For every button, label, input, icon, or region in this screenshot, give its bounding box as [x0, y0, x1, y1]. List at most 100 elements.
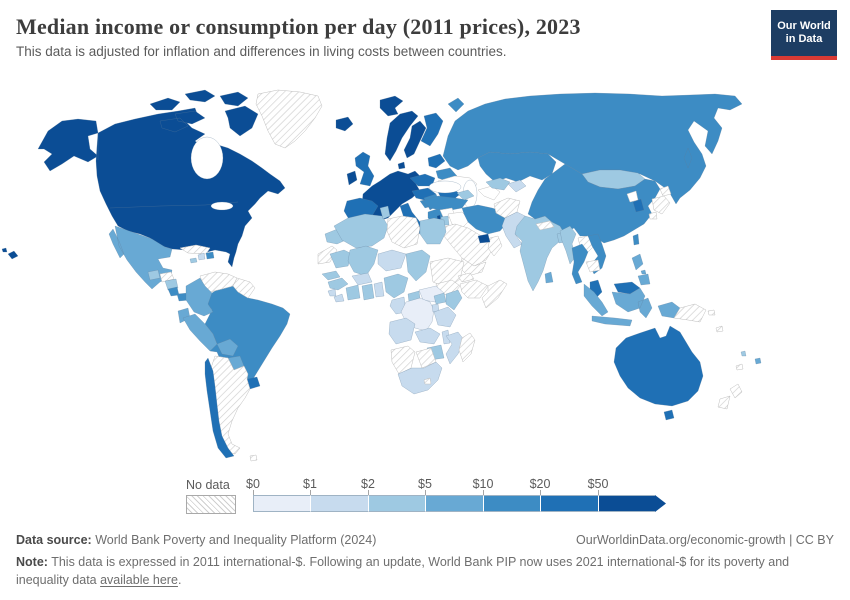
country-angola[interactable] — [388, 317, 416, 345]
country-sierra-leone-liberia[interactable] — [327, 288, 345, 303]
country-guinea[interactable] — [327, 277, 349, 291]
country-oman[interactable] — [487, 235, 503, 257]
country-greenland[interactable] — [255, 89, 323, 149]
country-new-zealand[interactable] — [717, 383, 743, 410]
country-guatemala[interactable] — [147, 269, 161, 281]
country-mozambique[interactable] — [445, 331, 465, 365]
country-zambia[interactable] — [414, 327, 441, 345]
tasmania[interactable] — [663, 409, 675, 421]
country-haiti[interactable] — [197, 252, 206, 261]
world-choropleth-map[interactable] — [0, 86, 850, 475]
country-united-kingdom[interactable] — [354, 151, 375, 187]
country-denmark[interactable] — [397, 161, 406, 170]
legend-bin-5[interactable] — [540, 495, 598, 512]
legend-bin-0[interactable] — [253, 495, 311, 512]
country-nicaragua[interactable] — [164, 278, 179, 291]
country-somalia[interactable] — [481, 279, 508, 309]
hawaii[interactable] — [1, 247, 19, 260]
country-uae[interactable] — [477, 233, 491, 244]
sakhalin[interactable] — [683, 147, 693, 169]
country-south-korea[interactable] — [632, 198, 645, 213]
country-cote-divoire[interactable] — [345, 284, 361, 301]
fiji[interactable] — [754, 357, 762, 365]
country-turkey[interactable] — [421, 195, 469, 212]
country-niger[interactable] — [377, 249, 407, 272]
country-indonesia[interactable] — [583, 283, 681, 327]
country-alaska[interactable] — [37, 118, 99, 172]
svalbard[interactable] — [379, 95, 404, 117]
legend-bin-1[interactable] — [310, 495, 368, 512]
owid-url-license[interactable]: OurWorldinData.org/economic-growth | CC … — [576, 533, 834, 547]
legend-color-bar[interactable] — [253, 495, 655, 512]
country-australia[interactable] — [613, 325, 704, 407]
country-pakistan[interactable] — [501, 211, 526, 249]
country-kazakhstan[interactable] — [477, 151, 557, 183]
owid-logo[interactable]: Our World in Data — [771, 10, 837, 60]
country-ghana[interactable] — [361, 283, 375, 301]
country-guyana-suriname[interactable] — [232, 277, 256, 299]
country-cuba[interactable] — [179, 244, 211, 255]
note-text: This data is expressed in 2011 internati… — [16, 555, 790, 588]
vanuatu[interactable] — [740, 350, 747, 357]
country-algeria[interactable] — [333, 213, 389, 249]
legend-bin-4[interactable] — [482, 495, 541, 512]
country-lesotho[interactable] — [423, 377, 432, 385]
country-senegal[interactable] — [321, 270, 341, 281]
falkland-islands[interactable] — [249, 454, 258, 462]
legend-bin-3[interactable] — [425, 495, 483, 512]
legend-tick-mark — [598, 490, 599, 495]
country-nepal[interactable] — [535, 220, 555, 231]
country-norway[interactable] — [384, 110, 419, 162]
country-namibia[interactable] — [390, 345, 416, 375]
legend-tick-0: $0 — [246, 477, 260, 491]
country-chad[interactable] — [405, 249, 431, 282]
country-egypt[interactable] — [419, 217, 447, 245]
country-ethiopia-eritrea[interactable] — [457, 272, 489, 299]
country-finland[interactable] — [420, 112, 444, 147]
country-tunisia[interactable] — [379, 205, 391, 220]
country-dominican-republic[interactable] — [205, 251, 215, 260]
country-chile[interactable] — [204, 357, 235, 459]
legend-bin-6[interactable] — [597, 495, 655, 512]
country-cambodia[interactable] — [585, 259, 601, 273]
country-togo-benin[interactable] — [373, 281, 385, 298]
country-iceland[interactable] — [335, 116, 354, 132]
new-caledonia[interactable] — [735, 363, 744, 371]
country-honduras[interactable] — [159, 271, 175, 283]
country-libya[interactable] — [386, 215, 421, 249]
country-jamaica[interactable] — [189, 257, 198, 264]
country-turkmenistan[interactable] — [477, 185, 501, 201]
country-iraq[interactable] — [447, 211, 471, 229]
country-malawi[interactable] — [441, 329, 451, 345]
country-burkina-faso[interactable] — [351, 272, 373, 286]
novaya-zemlya[interactable] — [447, 97, 465, 113]
country-tanzania[interactable] — [433, 306, 457, 328]
canadian-arctic-islands[interactable] — [149, 89, 259, 137]
country-china[interactable] — [527, 163, 661, 244]
country-papua-new-guinea[interactable] — [673, 303, 716, 323]
country-bolivia[interactable] — [216, 338, 239, 357]
country-taiwan[interactable] — [632, 233, 640, 246]
country-kyrgyzstan-tajikistan[interactable] — [507, 179, 527, 193]
country-uzbekistan[interactable] — [485, 177, 511, 191]
legend-bin-2[interactable] — [367, 495, 426, 512]
legend-no-data-swatch[interactable] — [186, 495, 236, 514]
solomon-islands[interactable] — [715, 325, 724, 333]
country-caucasus[interactable] — [456, 189, 475, 201]
country-nigeria[interactable] — [383, 273, 409, 299]
country-sri-lanka[interactable] — [544, 271, 554, 284]
country-ireland[interactable] — [346, 170, 358, 186]
country-thailand[interactable] — [571, 243, 589, 285]
country-philippines[interactable] — [631, 253, 651, 286]
country-baltics[interactable] — [427, 153, 446, 169]
country-sweden[interactable] — [403, 120, 427, 159]
country-madagascar[interactable] — [458, 332, 476, 363]
country-colombia[interactable] — [185, 277, 214, 317]
country-japan[interactable] — [648, 185, 672, 220]
country-mali[interactable] — [347, 245, 379, 277]
country-poland[interactable] — [409, 173, 436, 187]
country-kenya[interactable] — [445, 289, 463, 311]
country-saudi-arabia[interactable] — [439, 223, 493, 267]
available-here-link[interactable]: available here — [100, 573, 178, 588]
country-south-africa[interactable] — [397, 361, 443, 395]
